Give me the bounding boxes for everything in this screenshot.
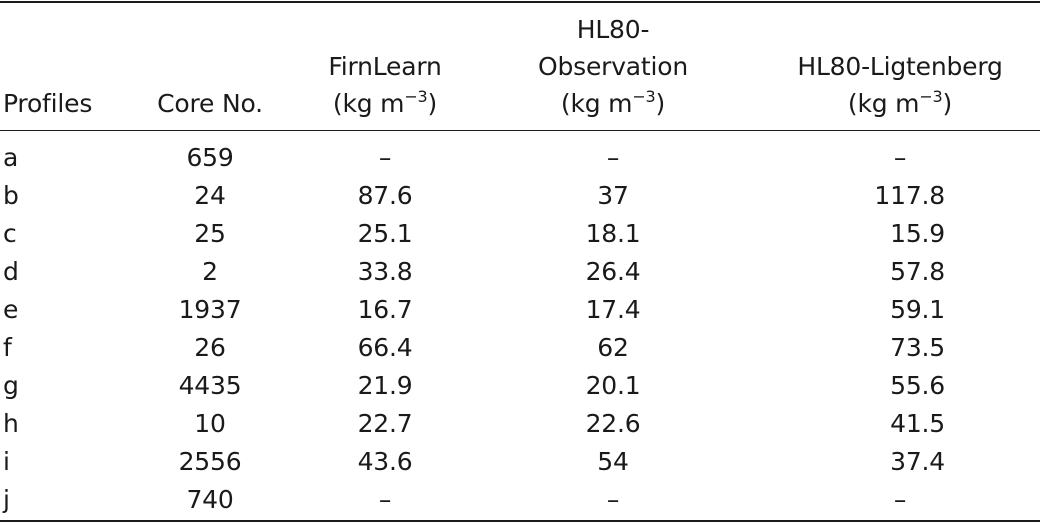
table-top-rule: [0, 1, 1040, 3]
cell-core: 1937: [178, 295, 242, 324]
table-bottom-rule: [0, 520, 1040, 522]
cell-profile: c: [3, 219, 17, 248]
header-hl80-ligtenberg: HL80-Ligtenberg: [797, 52, 1003, 81]
cell-firnlearn: 66.4: [357, 333, 413, 362]
cell-observation: 18.1: [585, 219, 641, 248]
cell-profile: i: [3, 447, 10, 476]
cell-firnlearn: 16.7: [357, 295, 413, 324]
cell-ligtenberg: 57.8: [890, 257, 945, 286]
cell-core: 10: [194, 409, 226, 438]
cell-ligtenberg: 59.1: [890, 295, 945, 324]
cell-ligtenberg: –: [893, 485, 907, 514]
cell-firnlearn: –: [378, 143, 392, 172]
cell-firnlearn: 33.8: [357, 257, 413, 286]
cell-observation: 22.6: [585, 409, 641, 438]
cell-observation: 37: [597, 181, 629, 210]
cell-profile: g: [3, 371, 19, 400]
table-header-rule: [0, 130, 1040, 131]
header-core-no: Core No.: [157, 89, 263, 118]
cell-core: 2: [202, 257, 218, 286]
cell-core: 25: [194, 219, 226, 248]
header-profiles: Profiles: [3, 89, 93, 118]
header-firnlearn-unit: (kg m−3): [332, 86, 438, 118]
cell-firnlearn: 87.6: [357, 181, 413, 210]
cell-ligtenberg: 73.5: [890, 333, 945, 362]
cell-ligtenberg: 37.4: [890, 447, 945, 476]
cell-firnlearn: 43.6: [357, 447, 413, 476]
cell-profile: b: [3, 181, 19, 210]
cell-profile: d: [3, 257, 19, 286]
cell-firnlearn: 22.7: [357, 409, 413, 438]
cell-firnlearn: 25.1: [357, 219, 413, 248]
cell-observation: 26.4: [585, 257, 641, 286]
cell-core: 2556: [178, 447, 242, 476]
cell-ligtenberg: 55.6: [890, 371, 945, 400]
cell-profile: h: [3, 409, 19, 438]
cell-observation: 62: [597, 333, 629, 362]
cell-observation: 54: [597, 447, 629, 476]
cell-core: 740: [186, 485, 234, 514]
cell-observation: –: [606, 485, 620, 514]
cell-core: 4435: [178, 371, 242, 400]
cell-ligtenberg: –: [893, 143, 907, 172]
header-hl80-ligtenberg-unit: (kg m−3): [847, 86, 953, 118]
cell-ligtenberg: 41.5: [890, 409, 945, 438]
cell-profile: a: [3, 143, 19, 172]
cell-profile: f: [3, 333, 12, 362]
cell-observation: 17.4: [585, 295, 641, 324]
cell-core: 659: [186, 143, 234, 172]
cell-core: 26: [194, 333, 226, 362]
cell-firnlearn: –: [378, 485, 392, 514]
header-hl80-observation-unit: (kg m−3): [560, 86, 666, 118]
cell-core: 24: [194, 181, 226, 210]
cell-ligtenberg: 15.9: [890, 219, 945, 248]
cell-ligtenberg: 117.8: [874, 181, 945, 210]
cell-firnlearn: 21.9: [357, 371, 413, 400]
cell-profile: j: [3, 485, 10, 514]
cell-profile: e: [3, 295, 19, 324]
header-hl80-observation-line1: HL80-: [576, 15, 650, 44]
cell-observation: 20.1: [585, 371, 641, 400]
header-hl80-observation-line2: Observation: [537, 52, 689, 81]
header-firnlearn: FirnLearn: [328, 52, 442, 81]
cell-observation: –: [606, 143, 620, 172]
